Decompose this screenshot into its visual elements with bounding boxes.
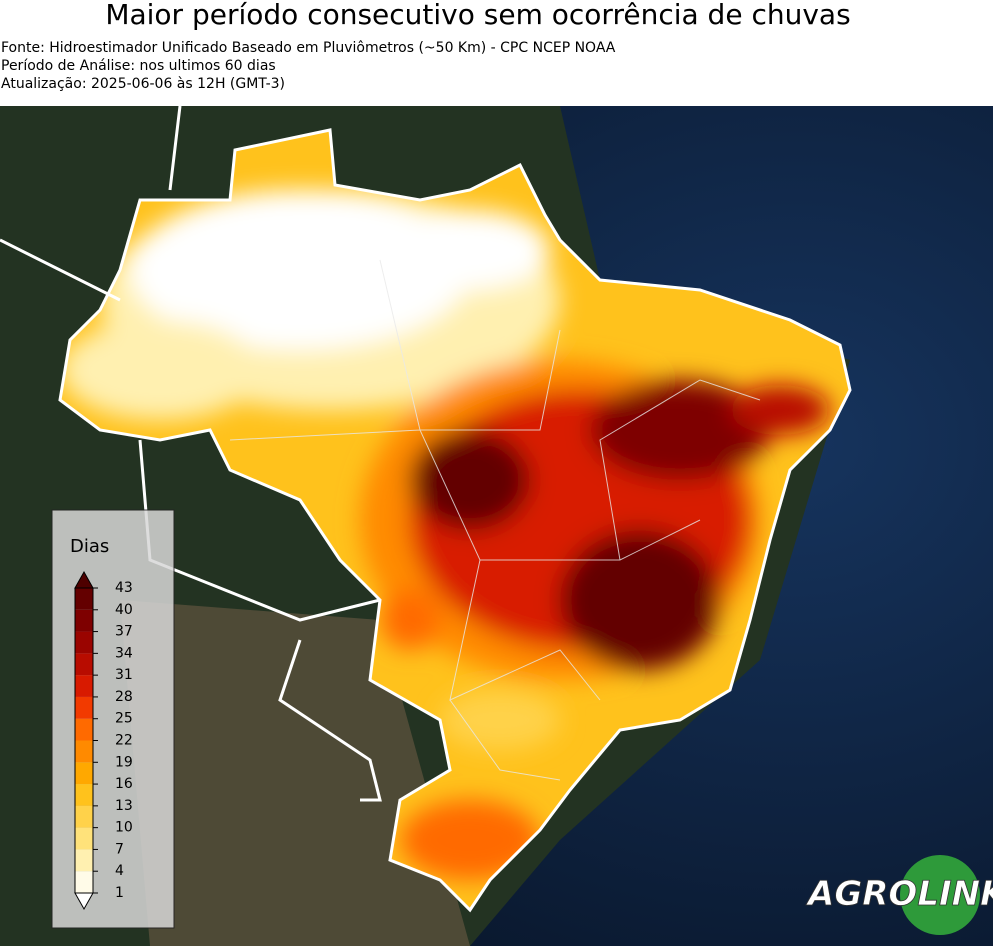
- tick-label: 1: [115, 885, 124, 901]
- color-band: [75, 827, 93, 850]
- tick-label: 16: [115, 776, 133, 792]
- color-band: [75, 588, 93, 610]
- logo-part2: LINK: [917, 874, 993, 914]
- logo-text: AGROLINK: [805, 874, 993, 914]
- color-band: [75, 784, 93, 806]
- color-band: [75, 871, 93, 893]
- source-line: Fonte: Hidroestimador Unificado Baseado …: [1, 40, 616, 56]
- tick-label: 34: [115, 645, 133, 661]
- tick-label: 10: [115, 820, 133, 836]
- country-borders: [0, 105, 852, 913]
- tick-label: 19: [115, 754, 133, 770]
- color-band: [75, 740, 93, 763]
- color-band: [75, 849, 93, 872]
- color-band: [75, 696, 93, 719]
- legend-title: Dias: [70, 536, 109, 557]
- state-borders: [229, 259, 761, 781]
- tick-label: 13: [115, 798, 133, 814]
- colorbar: 1 4 7 10 13 16 19 22 25 28 31 34 37 40 43: [74, 570, 133, 911]
- color-band: [75, 675, 93, 697]
- tick-label: 22: [115, 733, 133, 749]
- legend-box: [51, 509, 175, 929]
- title: Maior período consecutivo sem ocorrência…: [105, 0, 850, 31]
- period-line: Período de Análise: nos ultimos 60 dias: [1, 58, 276, 74]
- tick-label: 7: [115, 841, 124, 857]
- tick-label: 28: [115, 689, 133, 705]
- tick-label: 25: [115, 711, 133, 727]
- tick-label: 4: [115, 863, 124, 879]
- tick-label: 31: [115, 667, 133, 683]
- color-band: [75, 653, 93, 676]
- tick-label: 43: [115, 580, 133, 596]
- logo-circle: [900, 855, 980, 935]
- update-line: Atualização: 2025-06-06 às 12H (GMT-3): [1, 76, 285, 92]
- color-band: [75, 609, 93, 632]
- color-band: [75, 805, 93, 828]
- logo-part1: AGRO: [805, 874, 917, 914]
- color-band: [75, 631, 93, 654]
- color-band: [75, 762, 93, 785]
- map-area: 1 4 7 10 13 16 19 22 25 28 31 34 37 40 43 Dias AGROLIN…: [0, 105, 993, 946]
- tick-label: 37: [115, 624, 133, 640]
- color-band: [75, 718, 93, 741]
- tick-label: 40: [115, 602, 133, 618]
